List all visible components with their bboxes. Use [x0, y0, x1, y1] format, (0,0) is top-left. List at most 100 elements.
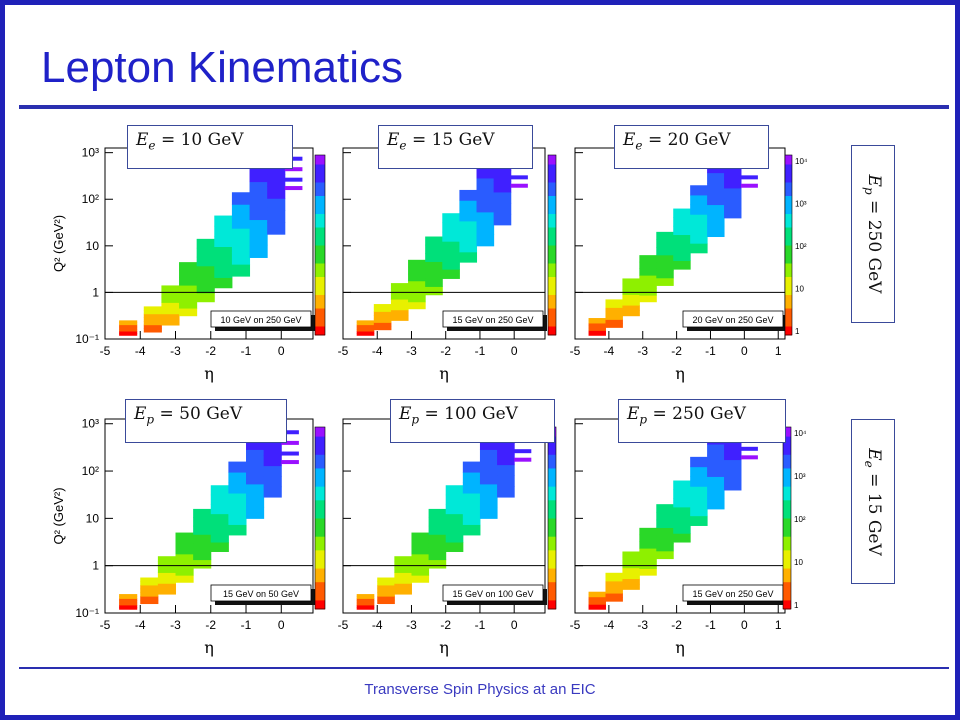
panel-header-6: Ep = 250 GeV: [618, 399, 786, 443]
heatmap-cell: [157, 556, 177, 563]
heatmap-cell: [157, 561, 177, 568]
colorbar-segment: [785, 173, 792, 178]
heatmap-cell: [425, 253, 443, 262]
x-tick-label: -5: [570, 618, 581, 632]
heatmap-cell: [246, 495, 265, 508]
heatmap-cell: [411, 560, 430, 569]
heatmap-cell: [390, 299, 409, 305]
colorbar-segment: [548, 508, 556, 514]
heatmap-cell: [639, 281, 657, 289]
panel-header-1: Ee = 10 GeV: [127, 125, 293, 169]
heatmap-cell: [143, 317, 162, 322]
heatmap-cell: [267, 222, 286, 235]
heatmap-cell: [476, 200, 495, 213]
heatmap-cell: [462, 472, 481, 484]
colorbar-segment: [315, 558, 325, 564]
colorbar-segment: [548, 281, 556, 286]
heatmap-cell: [690, 486, 708, 497]
colorbar-segment: [785, 182, 792, 187]
heatmap-cell: [196, 274, 215, 285]
heatmap-cell: [514, 449, 532, 454]
y-tick-label: 10⁻¹: [75, 332, 99, 346]
heatmap-cell: [639, 527, 657, 536]
heatmap-cell: [231, 228, 251, 241]
heatmap-cell: [673, 243, 691, 253]
x-tick-label: -5: [100, 618, 111, 632]
colorbar-segment: [548, 472, 556, 478]
heatmap-cell: [588, 601, 606, 605]
heatmap-cell: [622, 299, 640, 306]
heatmap-cell: [161, 291, 180, 298]
heatmap-cell: [175, 553, 194, 562]
heatmap-cell: [605, 307, 623, 312]
heatmap-cell: [707, 193, 725, 206]
colorbar-segment: [548, 231, 556, 237]
colorbar-segment: [315, 572, 325, 578]
plot-panel-1: -5 -4 -3 -2 -1 0 10⁻¹ 1 10 10² 10³ Q² (GeV²) η 10 GeV…: [51, 146, 326, 383]
heatmap-cell: [462, 493, 481, 504]
colorbar-segment: [315, 549, 325, 555]
heatmap-cell: [707, 476, 725, 488]
colorbar-segment: [783, 527, 791, 533]
colorbar-segment: [785, 263, 792, 268]
heatmap-cell: [479, 472, 498, 485]
heatmap-cell: [281, 460, 299, 465]
heatmap-cell: [408, 266, 426, 275]
x-tick-label: -3: [170, 618, 181, 632]
colorbar-tick-label: 10⁴: [794, 429, 807, 438]
heatmap-cell: [284, 186, 303, 191]
heatmap-cell: [656, 254, 674, 263]
heatmap-cell: [510, 183, 528, 188]
header-var: E: [387, 130, 400, 150]
heatmap-cell: [605, 319, 623, 324]
y-tick-label: 10²: [82, 464, 99, 478]
colorbar-segment: [548, 294, 556, 300]
heatmap-cell: [656, 519, 674, 528]
colorbar-segment: [783, 436, 791, 442]
colorbar-segment: [783, 495, 791, 501]
heatmap-cell: [193, 534, 212, 544]
heatmap-cell: [143, 321, 162, 326]
colorbar-segment: [315, 445, 325, 451]
colorbar-segment: [315, 204, 325, 210]
heatmap-cell: [639, 568, 657, 576]
colorbar-segment: [315, 303, 325, 309]
heatmap-cell: [690, 185, 708, 196]
heatmap-cell: [373, 311, 392, 316]
title-divider: [19, 105, 949, 109]
heatmap-cell: [690, 204, 708, 215]
heatmap-cell: [214, 277, 233, 289]
colorbar-segment: [315, 182, 325, 187]
heatmap-cell: [390, 293, 409, 300]
plot-panel-6: -5 -4 -3 -2 -1 0 1 η 15 GeV on 250 GeV 1 10 10² 10³ 1…: [570, 418, 807, 657]
heatmap-cell: [656, 535, 674, 544]
heatmap-cell: [656, 247, 674, 256]
heatmap-cell: [622, 556, 640, 563]
colorbar-segment: [785, 200, 792, 205]
heatmap-cell: [445, 532, 464, 543]
heatmap-cell: [356, 598, 375, 602]
heatmap-cell: [510, 175, 528, 180]
colorbar-segment: [783, 472, 791, 478]
x-tick-label: -2: [205, 344, 216, 358]
colorbar-segment: [783, 536, 791, 542]
colorbar-segment: [315, 463, 325, 469]
panel-header-2: Ee = 15 GeV: [378, 125, 533, 169]
header-sub: e: [635, 138, 643, 153]
colorbar-segment: [783, 577, 791, 583]
heatmap-cell: [267, 198, 286, 211]
heatmap-cell: [497, 475, 515, 487]
x-tick-label: 0: [278, 618, 285, 632]
colorbar-segment: [783, 440, 791, 446]
heatmap-cell: [690, 194, 708, 206]
heatmap-cell: [119, 328, 138, 332]
y-axis-label: Q² (GeV²): [51, 215, 66, 272]
x-axis-label: η: [439, 364, 449, 383]
heatmap-cell: [605, 299, 623, 304]
colorbar-segment: [548, 200, 556, 205]
heatmap-cell: [356, 331, 375, 334]
header-sub: p: [639, 412, 648, 427]
colorbar-segment: [315, 240, 325, 246]
heatmap-cell: [724, 167, 742, 179]
